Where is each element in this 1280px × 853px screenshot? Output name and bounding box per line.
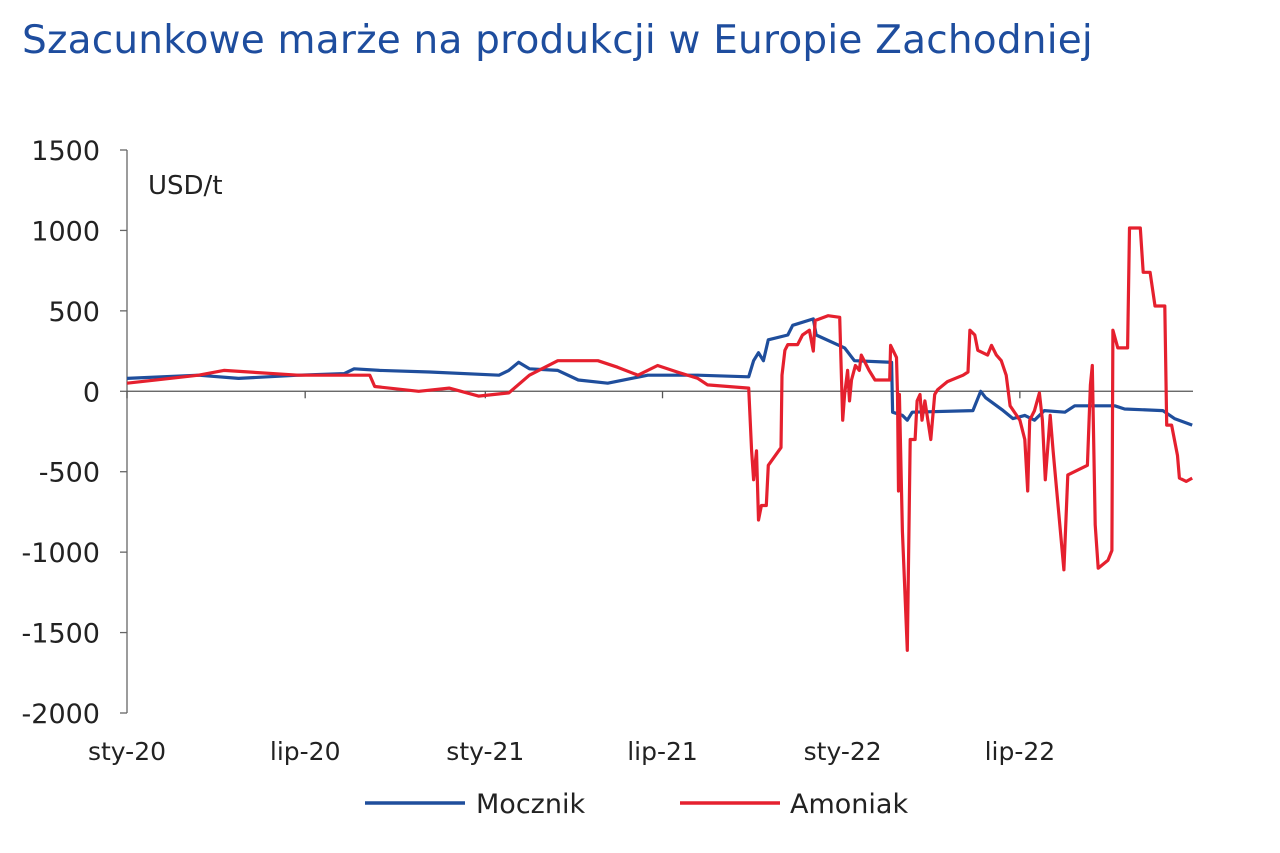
y-tick-label: 0 — [83, 377, 100, 408]
series-line-amoniak — [126, 226, 1193, 652]
series-line-mocznik — [126, 317, 1193, 427]
x-tick-label: sty-20 — [88, 737, 166, 766]
legend-label-mocznik: Mocznik — [476, 789, 585, 820]
series-lines — [126, 226, 1193, 652]
y-tick-label: 1500 — [31, 136, 100, 167]
legend-label-amoniak: Amoniak — [790, 789, 908, 820]
y-tick-label: 500 — [48, 297, 100, 328]
x-tick-label: sty-22 — [804, 737, 882, 766]
x-tick-label: lip-20 — [270, 737, 341, 766]
x-tick-label: lip-22 — [985, 737, 1056, 766]
chart-title: Szacunkowe marże na produkcji w Europie … — [22, 18, 1093, 63]
x-tick-label: sty-21 — [446, 737, 524, 766]
legend: Mocznik Amoniak — [365, 789, 908, 820]
x-tick-label: lip-21 — [627, 737, 698, 766]
y-tick-label: -1500 — [22, 619, 100, 650]
y-tick-label: -1000 — [22, 538, 100, 569]
y-tick-label: -2000 — [22, 699, 100, 730]
y-tick-label: -500 — [39, 458, 100, 489]
y-tick-label: 1000 — [31, 216, 100, 247]
y-axis: 1500 1000 500 0 -500 -1000 -1500 -2000 — [22, 136, 128, 730]
x-axis: sty-20 lip-20 sty-21 lip-21 sty-22 lip-22 — [88, 390, 1193, 766]
unit-label: USD/t — [148, 171, 223, 201]
